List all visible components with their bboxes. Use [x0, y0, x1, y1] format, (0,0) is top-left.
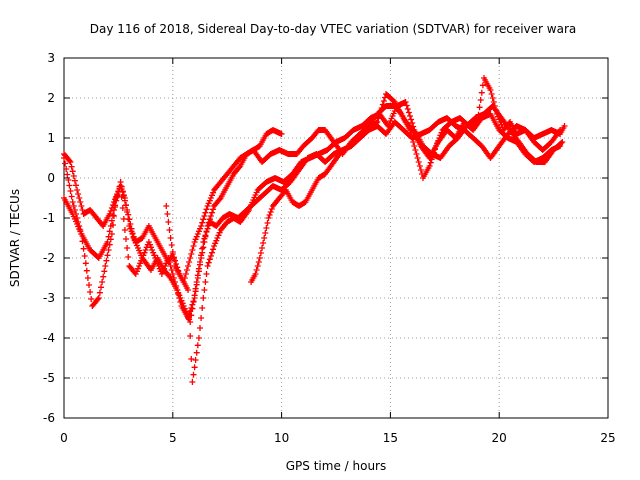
- y-tick-label: 3: [47, 51, 55, 65]
- x-tick-label: 5: [169, 431, 177, 445]
- x-tick-label: 10: [274, 431, 289, 445]
- y-tick-label: -2: [43, 251, 55, 265]
- axis-ticks: 0 5 10 15 20 25 -6 -5 -4 -3 -2 -1 0 1 2 3: [43, 51, 616, 445]
- x-tick-label: 25: [600, 431, 615, 445]
- data-point-markers: [61, 91, 564, 325]
- y-tick-label: 2: [47, 91, 55, 105]
- y-tick-label: -3: [43, 291, 55, 305]
- grid: [64, 58, 608, 418]
- plot-frame: [63, 57, 609, 419]
- data-point-markers: [61, 127, 285, 285]
- data-point-markers: [248, 115, 568, 285]
- y-tick-label: -4: [43, 331, 55, 345]
- y-tick-label: 1: [47, 131, 55, 145]
- data-series-arc: [163, 99, 566, 385]
- y-axis-label: SDTVAR / TECUs: [8, 189, 22, 287]
- data-point-markers: [163, 99, 566, 385]
- x-axis-label: GPS time / hours: [286, 459, 387, 473]
- data-series-arc: [61, 91, 564, 325]
- y-tick-label: -1: [43, 211, 55, 225]
- y-tick-label: 0: [47, 171, 55, 185]
- data-series: [61, 75, 568, 385]
- x-tick-label: 0: [60, 431, 68, 445]
- data-series-arc: [61, 127, 285, 285]
- x-tick-label: 15: [383, 431, 398, 445]
- chart-title: Day 116 of 2018, Sidereal Day-to-day VTE…: [90, 22, 577, 36]
- y-tick-label: -5: [43, 371, 55, 385]
- x-tick-label: 20: [492, 431, 507, 445]
- data-series-arc: [248, 115, 568, 285]
- y-tick-label: -6: [43, 411, 55, 425]
